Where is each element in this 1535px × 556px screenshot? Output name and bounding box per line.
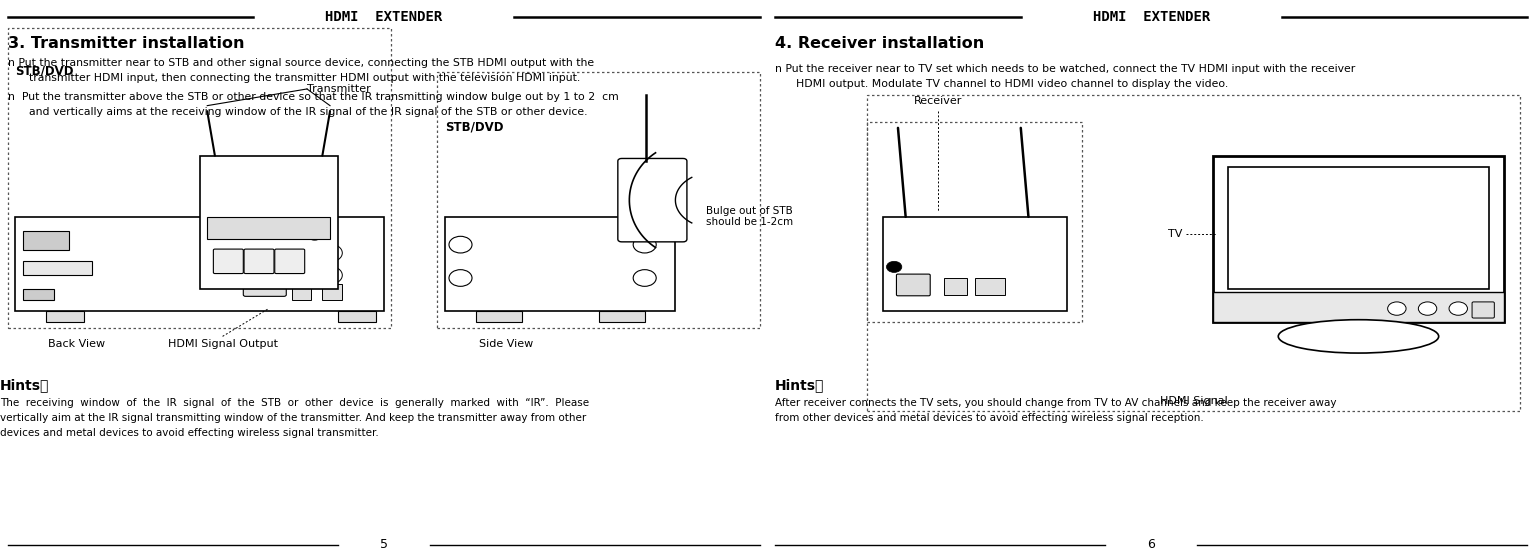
Text: HDMI  EXTENDER: HDMI EXTENDER	[325, 9, 442, 24]
Text: Hints：: Hints：	[0, 378, 49, 392]
Bar	[23, 261, 92, 275]
Bar	[867, 122, 1082, 322]
FancyBboxPatch shape	[617, 158, 688, 242]
Circle shape	[887, 261, 903, 272]
Bar	[437, 72, 760, 328]
Circle shape	[256, 244, 281, 262]
Text: Back View: Back View	[48, 339, 106, 349]
Bar	[883, 217, 1067, 311]
Text: STB/DVD: STB/DVD	[445, 121, 503, 133]
Text: Side View: Side View	[479, 339, 534, 349]
Text: devices and metal devices to avoid effecting wireless signal transmitter.: devices and metal devices to avoid effec…	[0, 428, 379, 438]
Bar	[292, 284, 310, 300]
Bar	[1213, 156, 1504, 322]
Bar	[322, 284, 341, 300]
Bar	[8, 28, 391, 328]
Text: HDMI Signal: HDMI Signal	[1159, 396, 1228, 406]
Text: 3. Transmitter installation: 3. Transmitter installation	[8, 36, 244, 51]
Text: Hints：: Hints：	[775, 378, 824, 392]
Circle shape	[287, 244, 312, 262]
Bar	[944, 278, 967, 295]
Text: from other devices and metal devices to avoid effecting wireless signal receptio: from other devices and metal devices to …	[775, 413, 1203, 423]
Text: TV: TV	[1168, 229, 1182, 239]
Circle shape	[318, 244, 342, 262]
Text: n Put the receiver near to TV set which needs to be watched, connect the TV HDMI: n Put the receiver near to TV set which …	[775, 64, 1355, 74]
Text: The  receiving  window  of  the  IR  signal  of  the  STB  or  other  device  is: The receiving window of the IR signal of…	[0, 398, 589, 408]
FancyBboxPatch shape	[243, 276, 286, 296]
FancyBboxPatch shape	[275, 249, 304, 274]
Circle shape	[1388, 302, 1406, 315]
Circle shape	[287, 266, 312, 284]
FancyBboxPatch shape	[1472, 302, 1495, 318]
Circle shape	[450, 236, 473, 253]
Text: 6: 6	[1147, 538, 1156, 552]
Circle shape	[305, 227, 324, 240]
Text: n  Put the transmitter above the STB or other device so that the IR transmitting: n Put the transmitter above the STB or o…	[8, 92, 619, 102]
FancyBboxPatch shape	[213, 249, 243, 274]
Bar	[445, 217, 675, 311]
Text: Transmitter: Transmitter	[307, 84, 371, 94]
Circle shape	[318, 266, 342, 284]
Bar	[46, 311, 84, 322]
Bar	[1228, 167, 1489, 289]
Bar	[599, 311, 645, 322]
Text: Receiver: Receiver	[913, 96, 962, 106]
Circle shape	[1418, 302, 1437, 315]
Ellipse shape	[1279, 320, 1438, 353]
Text: n Put the transmitter near to STB and other signal source device, connecting the: n Put the transmitter near to STB and ot…	[8, 58, 594, 68]
Bar	[200, 156, 338, 289]
FancyBboxPatch shape	[896, 274, 930, 296]
Circle shape	[450, 270, 473, 286]
Text: vertically aim at the IR signal transmitting window of the transmitter. And keep: vertically aim at the IR signal transmit…	[0, 413, 586, 423]
Bar	[23, 289, 54, 300]
FancyBboxPatch shape	[244, 249, 275, 274]
Text: After receiver connects the TV sets, you should change from TV to AV channels an: After receiver connects the TV sets, you…	[775, 398, 1337, 408]
Bar	[867, 95, 1520, 411]
Bar	[476, 311, 522, 322]
Bar	[338, 311, 376, 322]
Text: STB/DVD: STB/DVD	[15, 65, 74, 78]
Circle shape	[632, 270, 657, 286]
Circle shape	[1449, 302, 1467, 315]
Text: Bulge out of STB
should be 1-2cm: Bulge out of STB should be 1-2cm	[706, 206, 794, 227]
Text: 5: 5	[379, 538, 388, 552]
Text: HDMI Signal Output: HDMI Signal Output	[167, 339, 278, 349]
Circle shape	[256, 266, 281, 284]
Text: HDMI  EXTENDER: HDMI EXTENDER	[1093, 9, 1210, 24]
Bar	[23, 231, 69, 250]
Text: and vertically aims at the receiving window of the IR signal of the IR signal of: and vertically aims at the receiving win…	[8, 107, 588, 117]
Text: transmitter HDMI input, then connecting the transmitter HDMI output with the tel: transmitter HDMI input, then connecting …	[8, 73, 580, 83]
Text: 4. Receiver installation: 4. Receiver installation	[775, 36, 984, 51]
Bar	[15, 217, 384, 311]
Circle shape	[632, 236, 657, 253]
Bar	[975, 278, 1005, 295]
Bar	[207, 217, 330, 239]
Bar	[1213, 292, 1504, 322]
Text: HDMI output. Modulate TV channel to HDMI video channel to display the video.: HDMI output. Modulate TV channel to HDMI…	[775, 79, 1228, 89]
